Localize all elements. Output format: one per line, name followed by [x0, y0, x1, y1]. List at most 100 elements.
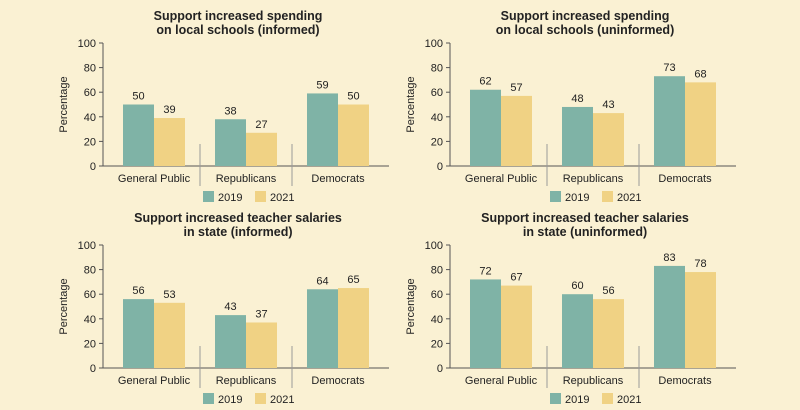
legend-label: 2021: [270, 192, 294, 204]
y-tick-label: 80: [84, 265, 96, 277]
bar-2019: [562, 294, 593, 368]
y-tick-label: 0: [90, 161, 96, 173]
data-label: 43: [224, 301, 236, 313]
data-label: 43: [602, 99, 614, 111]
y-tick-label: 100: [425, 38, 443, 50]
data-label: 57: [510, 82, 522, 94]
category-label: Republicans: [563, 375, 624, 387]
category-label: Democrats: [311, 173, 365, 185]
y-tick-label: 20: [84, 338, 96, 350]
y-axis-label: Percentage: [405, 278, 417, 334]
legend-label: 2021: [270, 394, 294, 406]
bar-2019: [307, 93, 338, 166]
y-tick-label: 40: [431, 112, 443, 124]
bar-2021: [154, 118, 185, 166]
chart-title-line: in state (uninformed): [523, 225, 647, 239]
bar-2021: [501, 285, 532, 368]
y-tick-label: 20: [84, 136, 96, 148]
legend-swatch-2021: [602, 393, 613, 404]
legend-swatch-2019: [203, 191, 214, 202]
category-label: Republicans: [216, 173, 277, 185]
y-tick-label: 100: [425, 240, 443, 252]
y-axis-label: Percentage: [405, 76, 417, 132]
legend-label: 2019: [218, 394, 242, 406]
bar-2021: [593, 299, 624, 368]
legend-swatch-2019: [203, 393, 214, 404]
legend-label: 2019: [218, 192, 242, 204]
data-label: 78: [694, 258, 706, 270]
data-label: 56: [602, 285, 614, 297]
y-tick-label: 80: [84, 63, 96, 75]
legend-label: 2019: [565, 394, 589, 406]
y-tick-label: 40: [431, 314, 443, 326]
bar-2021: [338, 104, 369, 166]
chart-title-line: Support increased spending: [501, 9, 670, 23]
y-axis-label: Percentage: [58, 76, 70, 132]
bar-2019: [562, 106, 593, 166]
data-label: 64: [316, 275, 328, 287]
y-tick-label: 60: [84, 87, 96, 99]
y-tick-label: 0: [437, 161, 443, 173]
data-label: 53: [163, 289, 175, 301]
data-label: 62: [479, 76, 491, 88]
y-axis-label: Percentage: [58, 278, 70, 334]
category-label: Democrats: [658, 173, 712, 185]
y-tick-label: 80: [431, 265, 443, 277]
data-label: 65: [347, 274, 359, 286]
y-tick-label: 40: [84, 314, 96, 326]
category-label: Democrats: [311, 375, 365, 387]
category-label: Democrats: [658, 375, 712, 387]
y-tick-label: 0: [90, 363, 96, 375]
category-label: General Public: [465, 173, 538, 185]
y-tick-label: 60: [84, 289, 96, 301]
bar-2019: [654, 265, 685, 368]
data-label: 37: [255, 308, 267, 320]
y-tick-label: 0: [437, 363, 443, 375]
data-label: 67: [510, 272, 522, 284]
data-label: 50: [347, 91, 359, 103]
y-tick-label: 20: [431, 136, 443, 148]
chart-title-line: Support increased teacher salaries: [481, 211, 689, 225]
chart-title-line: Support increased spending: [154, 9, 323, 23]
bar-2021: [246, 132, 277, 166]
legend-label: 2021: [617, 192, 641, 204]
legend-swatch-2021: [602, 191, 613, 202]
legend-swatch-2021: [255, 191, 266, 202]
bar-2021: [685, 82, 716, 166]
y-tick-label: 100: [78, 38, 96, 50]
bar-2019: [470, 89, 501, 166]
legend-swatch-2021: [255, 393, 266, 404]
y-tick-label: 40: [84, 112, 96, 124]
data-label: 72: [479, 265, 491, 277]
data-label: 68: [694, 68, 706, 80]
category-label: Republicans: [216, 375, 277, 387]
chart-title-line: on local schools (uninformed): [496, 23, 674, 37]
bar-2021: [685, 272, 716, 368]
chart-title-line: Support increased teacher salaries: [134, 211, 342, 225]
legend-label: 2019: [565, 192, 589, 204]
data-label: 56: [132, 285, 144, 297]
chart-title-line: in state (informed): [183, 225, 292, 239]
y-tick-label: 60: [431, 289, 443, 301]
bar-2019: [654, 76, 685, 166]
category-label: General Public: [118, 375, 191, 387]
chart-title-line: on local schools (informed): [156, 23, 319, 37]
data-label: 48: [571, 93, 583, 105]
y-tick-label: 60: [431, 87, 443, 99]
bar-2019: [123, 299, 154, 368]
legend-swatch-2019: [550, 191, 561, 202]
bar-2019: [123, 104, 154, 166]
category-label: Republicans: [563, 173, 624, 185]
data-label: 59: [316, 79, 328, 91]
y-tick-label: 100: [78, 240, 96, 252]
category-label: General Public: [118, 173, 191, 185]
legend-label: 2021: [617, 394, 641, 406]
legend-swatch-2019: [550, 393, 561, 404]
data-label: 38: [224, 105, 236, 117]
y-tick-label: 20: [431, 338, 443, 350]
bar-2019: [215, 119, 246, 166]
